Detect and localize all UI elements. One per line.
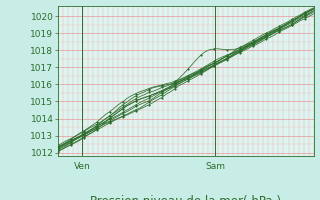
Text: Sam: Sam xyxy=(205,162,225,171)
Text: Pression niveau de la mer( hPa ): Pression niveau de la mer( hPa ) xyxy=(90,195,281,200)
Text: Ven: Ven xyxy=(74,162,90,171)
